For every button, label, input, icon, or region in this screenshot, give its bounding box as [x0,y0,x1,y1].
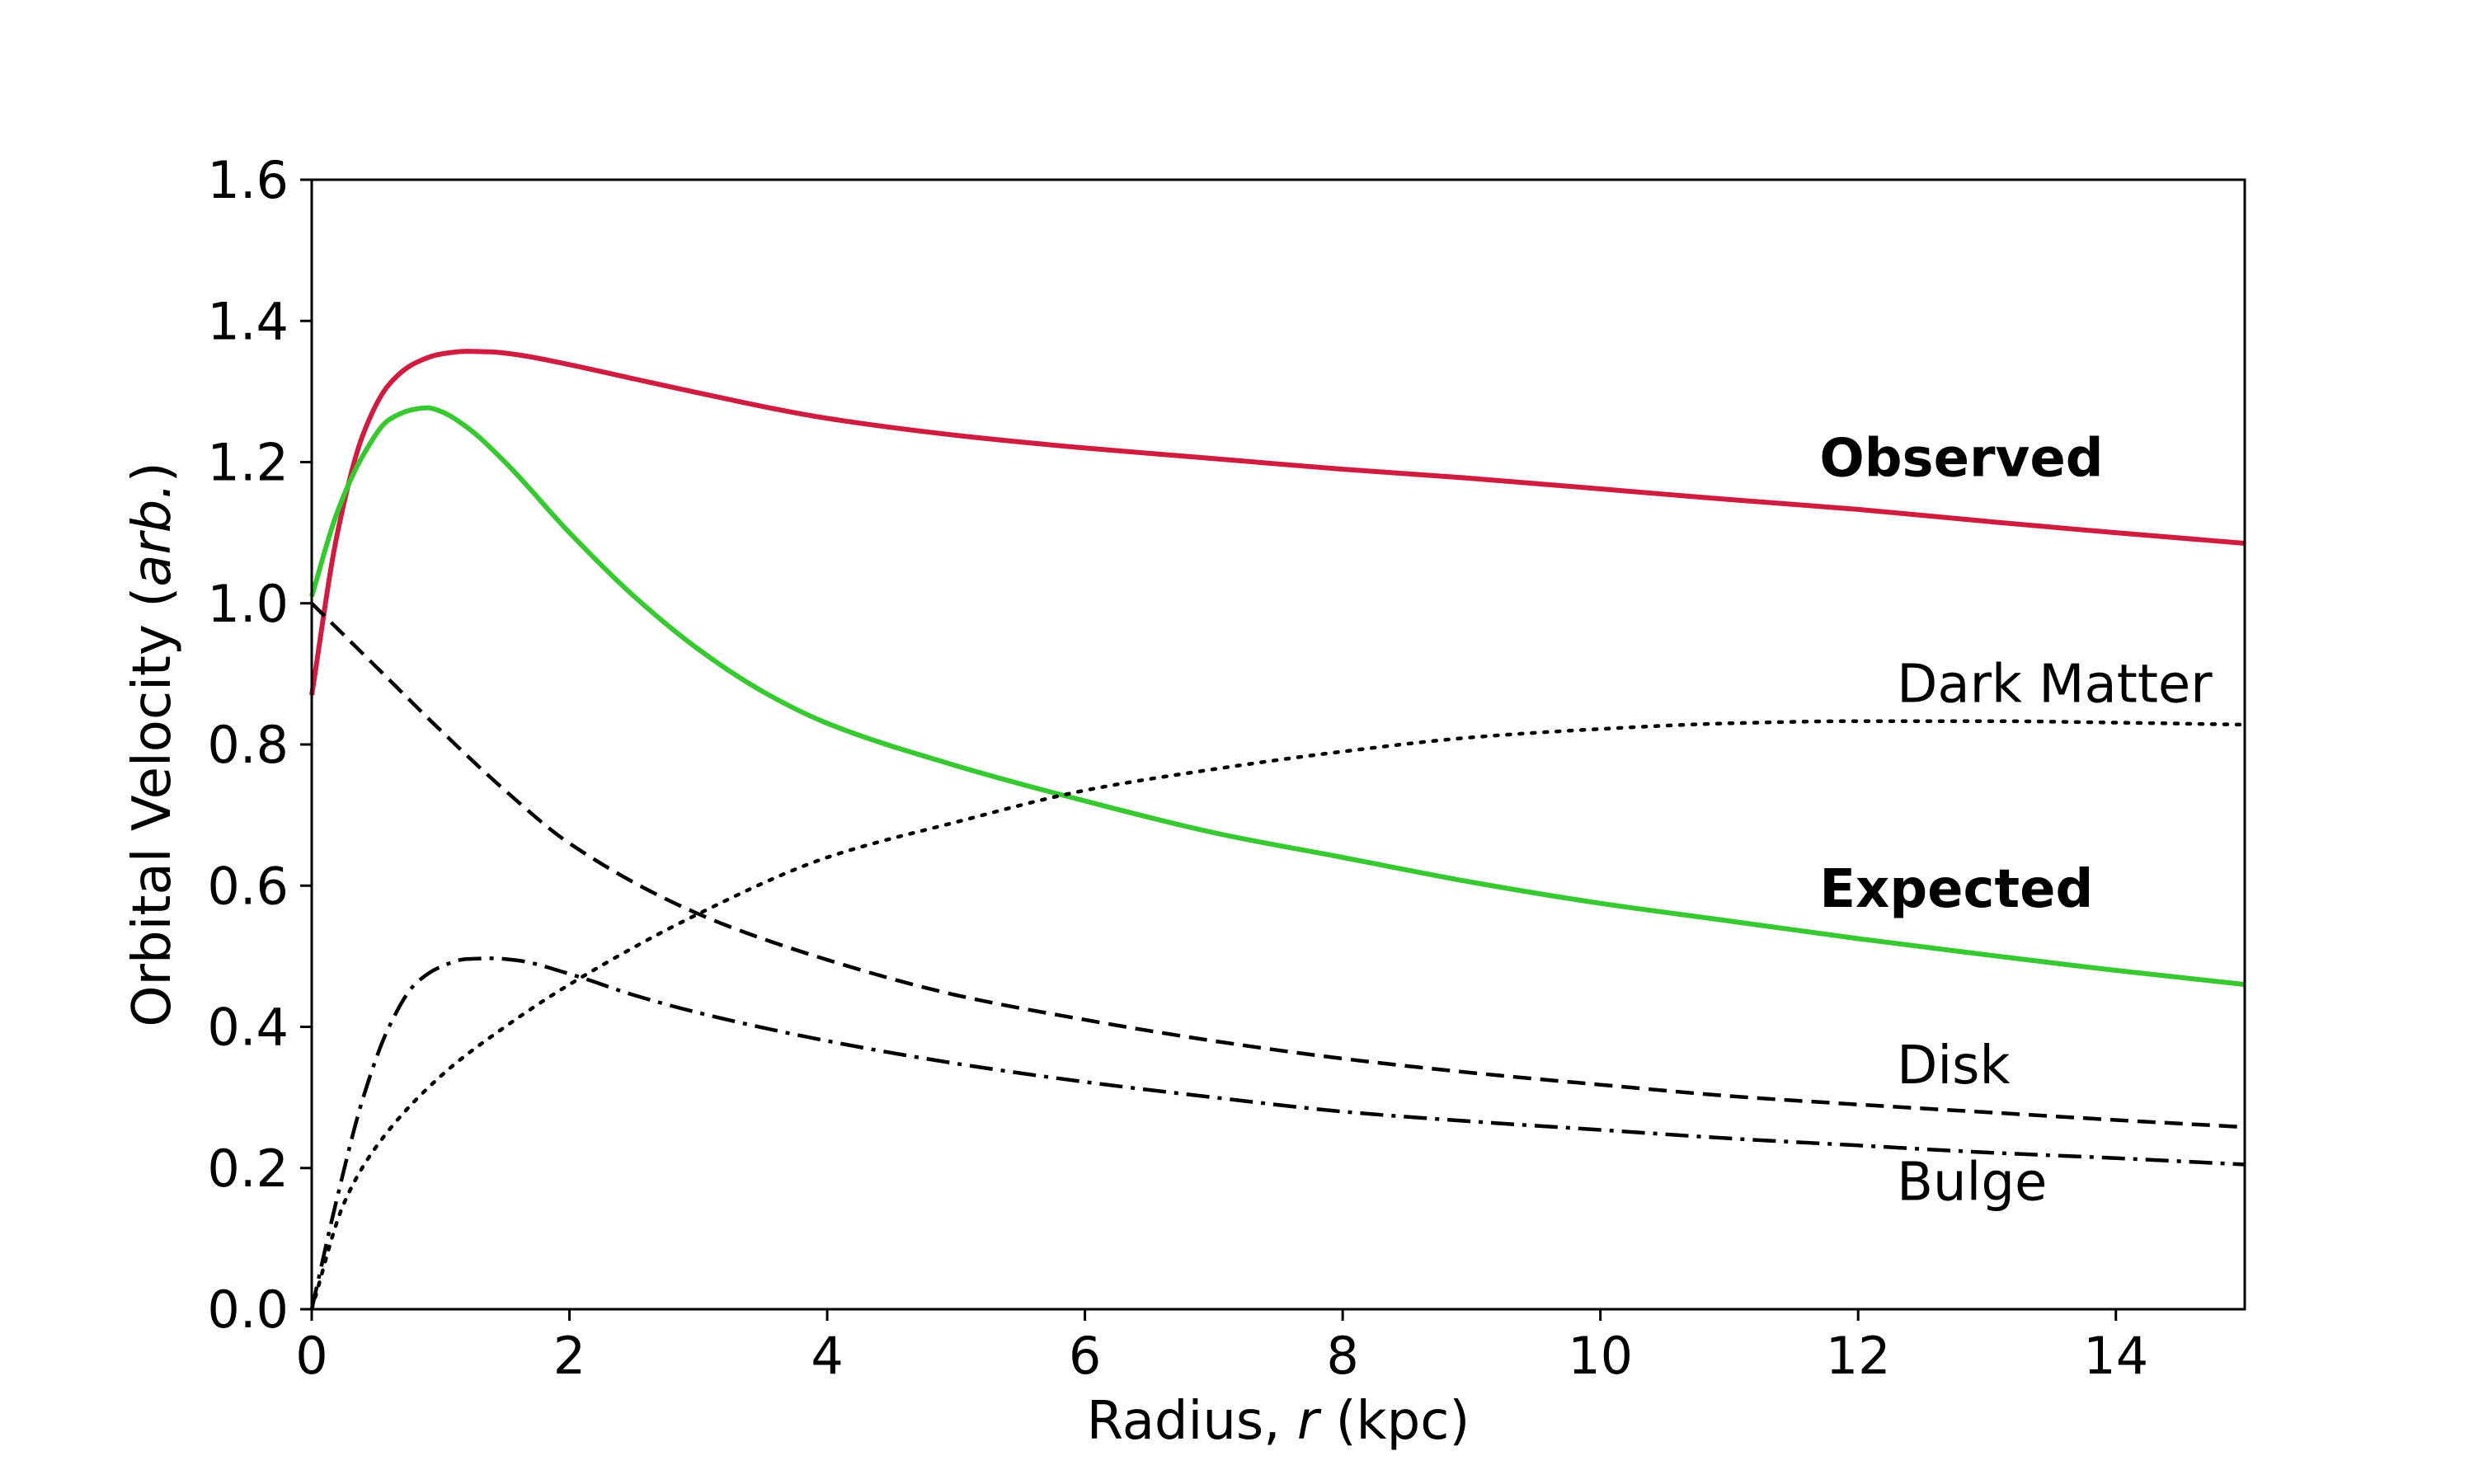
x-tick-label: 6 [1069,1326,1101,1386]
series-layer [309,349,2247,1312]
annotation-disk: Disk [1897,1036,2010,1097]
y-tick-label: 0.8 [207,715,289,775]
y-tick-label: 0.0 [207,1280,289,1340]
x-tick-label: 8 [1326,1326,1358,1386]
series-line-disk [310,602,2246,1129]
y-tick-label: 0.4 [207,998,289,1058]
x-axis-ticks: 0 2 4 6 8 10 12 14 [295,1309,2148,1386]
annotation-observed: Observed [1819,429,2103,490]
series-line-expected [309,405,2246,988]
x-tick-label: 10 [1568,1326,1633,1386]
x-axis-label-suffix: (kpc) [1319,1391,1470,1452]
y-tick-label: 0.6 [207,856,289,916]
y-tick-label: 1.4 [207,291,289,351]
y-axis-label-prefix: Orbital Velocity ( [122,587,183,1027]
series-line-dark-matter [309,719,2247,1312]
x-tick-label: 4 [811,1326,843,1386]
annotation-expected: Expected [1819,859,2093,920]
y-tick-label: 1.6 [207,150,289,210]
annotation-dark-matter: Dark Matter [1897,655,2213,716]
y-axis-ticks: 0.0 0.2 0.4 0.6 0.8 1.0 1.2 1.4 1.6 [207,150,312,1340]
x-axis-label-prefix: Radius, [1087,1391,1297,1452]
series-line-observed [309,349,2246,696]
series-line-bulge [309,956,2246,1310]
y-axis-label-suffix: ) [122,462,183,482]
y-tick-label: 1.0 [207,574,289,634]
x-tick-label: 2 [553,1326,586,1386]
y-tick-label: 0.2 [207,1139,289,1199]
y-axis-label: Orbital Velocity (arb.) [122,462,183,1026]
x-axis-label-italic: r [1297,1391,1322,1452]
annotation-bulge: Bulge [1897,1152,2047,1213]
y-tick-label: 1.2 [207,433,289,493]
x-tick-label: 0 [295,1326,327,1386]
x-tick-label: 14 [2083,1326,2148,1386]
x-axis-label: Radius, r (kpc) [1087,1391,1470,1452]
y-axis-label-italic: arb. [122,482,183,587]
annotation-layer: Observed Expected Dark Matter Disk Bulge [1819,429,2213,1214]
x-tick-label: 12 [1826,1326,1891,1386]
